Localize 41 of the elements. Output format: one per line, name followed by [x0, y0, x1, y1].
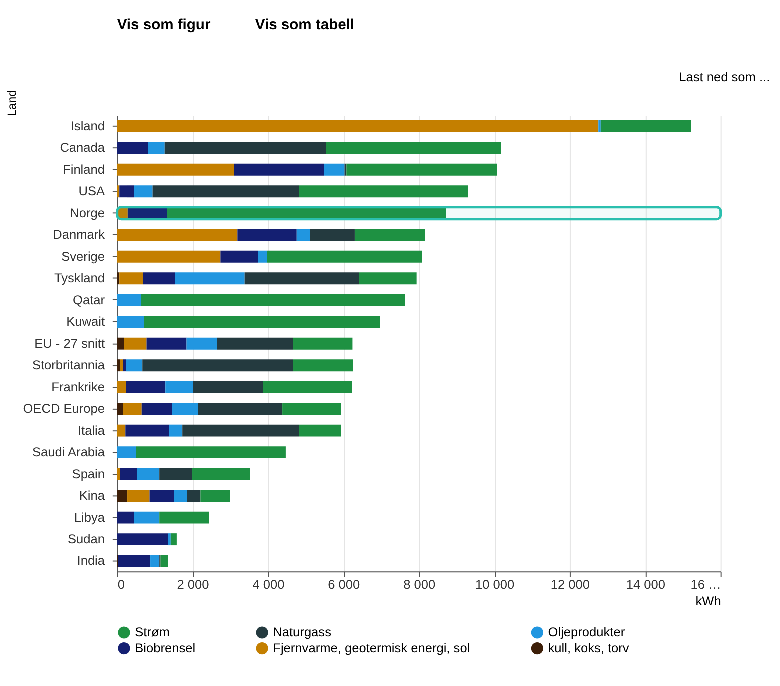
- legend-label: Fjernvarme, geotermisk energi, sol: [273, 640, 470, 656]
- y-tick-label: Storbritannia: [32, 358, 106, 373]
- y-tick-label: Tyskland: [54, 270, 106, 286]
- legend-label: kull, koks, torv: [548, 640, 630, 656]
- legend-label: Oljeprodukter: [548, 624, 626, 640]
- y-tick-label: Canada: [60, 140, 106, 156]
- y-tick-label: Italia: [78, 422, 106, 438]
- y-tick-label: Saudi Arabia: [32, 444, 106, 460]
- text: Vis som figur: [117, 17, 211, 34]
- text: Vis som tabell: [255, 17, 355, 34]
- x-tick-label: 10 000: [475, 576, 515, 592]
- legend-label: Naturgass: [273, 624, 332, 640]
- y-tick-label: India: [77, 553, 106, 568]
- y-tick-label: Sudan: [68, 531, 106, 546]
- y-tick-label: Frankrike: [52, 379, 106, 394]
- y-tick-label: USA: [78, 184, 106, 199]
- x-tick-label: 8 000: [404, 576, 436, 592]
- y-tick-label: OECD Europe: [23, 401, 106, 416]
- y-axis-title: Land: [5, 90, 20, 117]
- y-tick-label: Danmark: [53, 227, 106, 242]
- y-tick-label: Norge: [70, 205, 106, 220]
- y-tick-label: Kuwait: [66, 314, 106, 330]
- y-tick-label: Libya: [74, 510, 106, 525]
- y-tick-label: Island: [70, 118, 106, 134]
- x-tick-label: 4 000: [252, 576, 285, 592]
- x-tick-label: 14 000: [626, 576, 666, 592]
- x-tick-label: 2 000: [177, 576, 210, 592]
- x-tick-label: 12 000: [550, 576, 590, 592]
- y-tick-label: Sverige: [62, 248, 106, 264]
- x-axis-title: kWh: [696, 594, 722, 609]
- y-tick-label: Finland: [63, 162, 106, 177]
- y-tick-label: Kina: [79, 488, 106, 504]
- y-tick-label: EU - 27 snitt: [34, 336, 106, 351]
- y-tick-label: Qatar: [73, 292, 106, 308]
- y-tick-label: Spain: [72, 466, 106, 482]
- text: Last ned som ...: [679, 70, 770, 85]
- x-tick-label: 6 000: [328, 576, 360, 592]
- legend-label: Biobrensel: [135, 640, 196, 656]
- x-tick-label: 0: [118, 576, 125, 592]
- legend-label: Strøm: [135, 624, 170, 640]
- x-tick-label: 16 …: [690, 576, 722, 592]
